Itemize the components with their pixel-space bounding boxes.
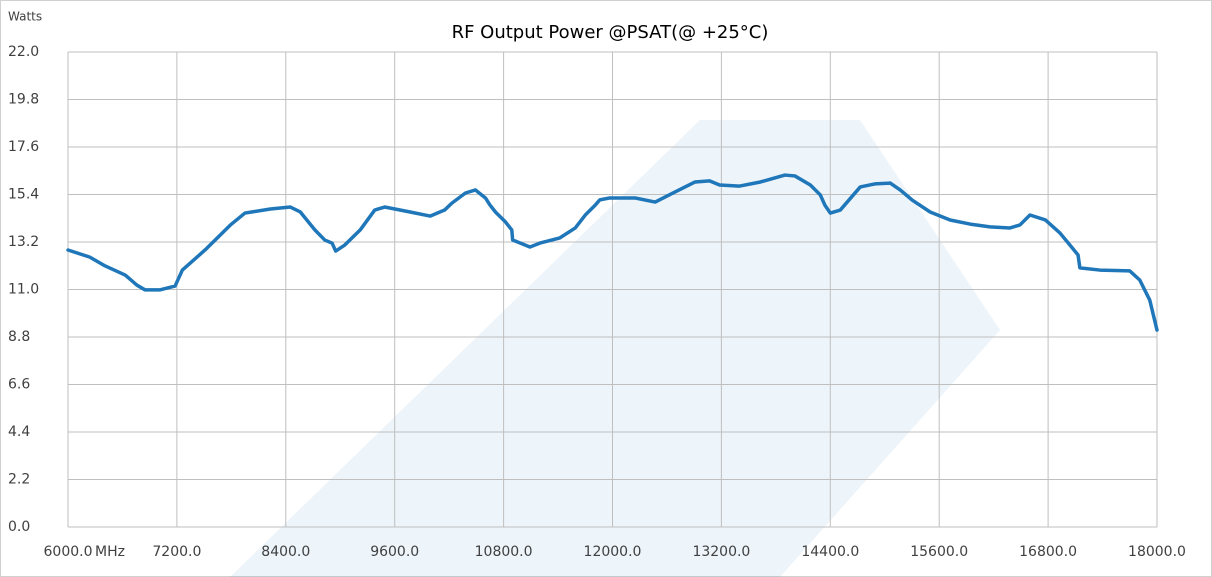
- y-tick-label: 22.0: [8, 44, 39, 60]
- x-tick-label: 15600.0: [910, 544, 968, 560]
- y-tick-label: 15.4: [8, 187, 39, 203]
- y-tick-label: 4.4: [8, 424, 30, 440]
- y-axis-label: Watts: [8, 10, 42, 24]
- x-tick-label: 16800.0: [1019, 544, 1077, 560]
- chart-title: RF Output Power @PSAT(@ +25°C): [452, 22, 769, 43]
- x-axis-label: MHz: [95, 544, 125, 560]
- x-tick-label: 8400.0: [261, 544, 310, 560]
- x-tick-label: 10800.0: [475, 544, 533, 560]
- x-tick-label: 7200.0: [152, 544, 201, 560]
- y-tick-label: 0.0: [8, 519, 30, 535]
- y-tick-label: 11.0: [8, 282, 39, 298]
- y-tick-label: 19.8: [8, 92, 39, 108]
- x-tick-label: 9600.0: [370, 544, 419, 560]
- data-line: [66, 173, 1159, 332]
- y-tick-label: 2.2: [8, 472, 30, 488]
- x-tick-label: 14400.0: [801, 544, 859, 560]
- x-tick-label: 18000.0: [1128, 544, 1186, 560]
- y-tick-label: 13.2: [8, 234, 39, 250]
- x-tick-label: 6000.0: [44, 544, 93, 560]
- x-tick-label: 13200.0: [692, 544, 750, 560]
- y-tick-label: 8.8: [8, 329, 30, 345]
- y-tick-label: 17.6: [8, 139, 39, 155]
- watermark: [230, 120, 1000, 577]
- y-tick-label: 6.6: [8, 377, 30, 393]
- x-tick-label: 12000.0: [584, 544, 642, 560]
